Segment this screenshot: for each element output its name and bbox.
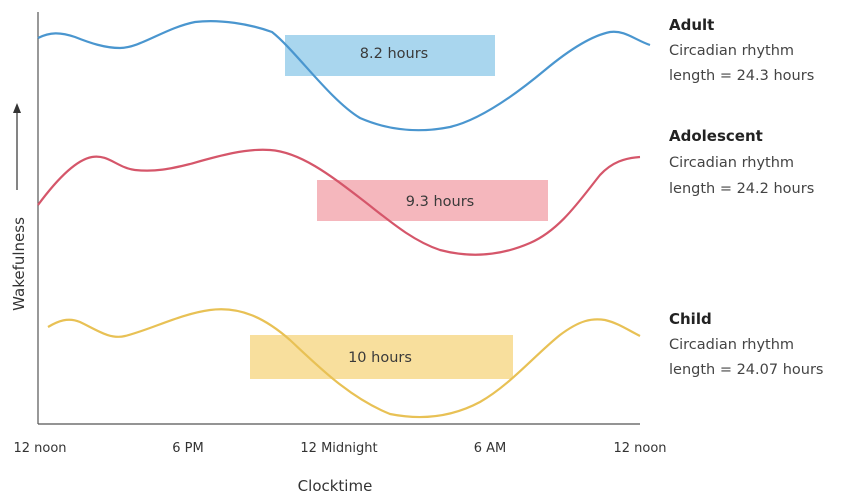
wakefulness-curve-adolescent [37, 148, 641, 256]
x-axis-title: Clocktime [298, 477, 373, 495]
legend-desc-adolescent-line1: Circadian rhythm [669, 155, 794, 171]
y-axis-title: Wakefulness [10, 217, 28, 311]
sleep-duration-label-adolescent: 9.3 hours [406, 194, 474, 210]
sleep-band-adolescent [317, 180, 548, 221]
x-tick-label: 12 Midnight [300, 441, 377, 456]
legend-child: Child Circadian rhythm length = 24.07 ho… [669, 310, 823, 378]
legend-title-adult: Adult [669, 16, 714, 34]
legend-desc-adult-line2: length = 24.3 hours [669, 68, 814, 84]
sleep-duration-label-adult: 8.2 hours [360, 46, 428, 62]
legend-adolescent: Adolescent Circadian rhythm length = 24.… [669, 127, 814, 197]
legend-desc-adult-line1: Circadian rhythm [669, 43, 794, 59]
series-child: 10 hours [47, 308, 641, 419]
legend-desc-adolescent-line2: length = 24.2 hours [669, 181, 814, 197]
legend-adult: Adult Circadian rhythm length = 24.3 hou… [669, 16, 814, 84]
x-tick-label: 6 AM [474, 441, 507, 456]
legend-desc-child-line1: Circadian rhythm [669, 337, 794, 353]
x-tick-label: 12 noon [13, 441, 66, 456]
x-tick-label: 12 noon [613, 441, 666, 456]
series-adult: 8.2 hours [37, 20, 651, 132]
wakefulness-curve-adult [37, 20, 651, 132]
legend-title-child: Child [669, 310, 712, 328]
y-axis-arrow-head-icon [13, 103, 21, 113]
series-adolescent: 9.3 hours [37, 148, 641, 256]
wakefulness-curve-child [47, 308, 641, 419]
sleep-band-adult [285, 35, 495, 76]
legend-desc-child-line2: length = 24.07 hours [669, 362, 823, 378]
legend-title-adolescent: Adolescent [669, 127, 763, 145]
x-tick-label: 6 PM [172, 441, 203, 456]
y-axis-title-group: Wakefulness [10, 103, 28, 311]
sleep-duration-label-child: 10 hours [348, 350, 412, 366]
